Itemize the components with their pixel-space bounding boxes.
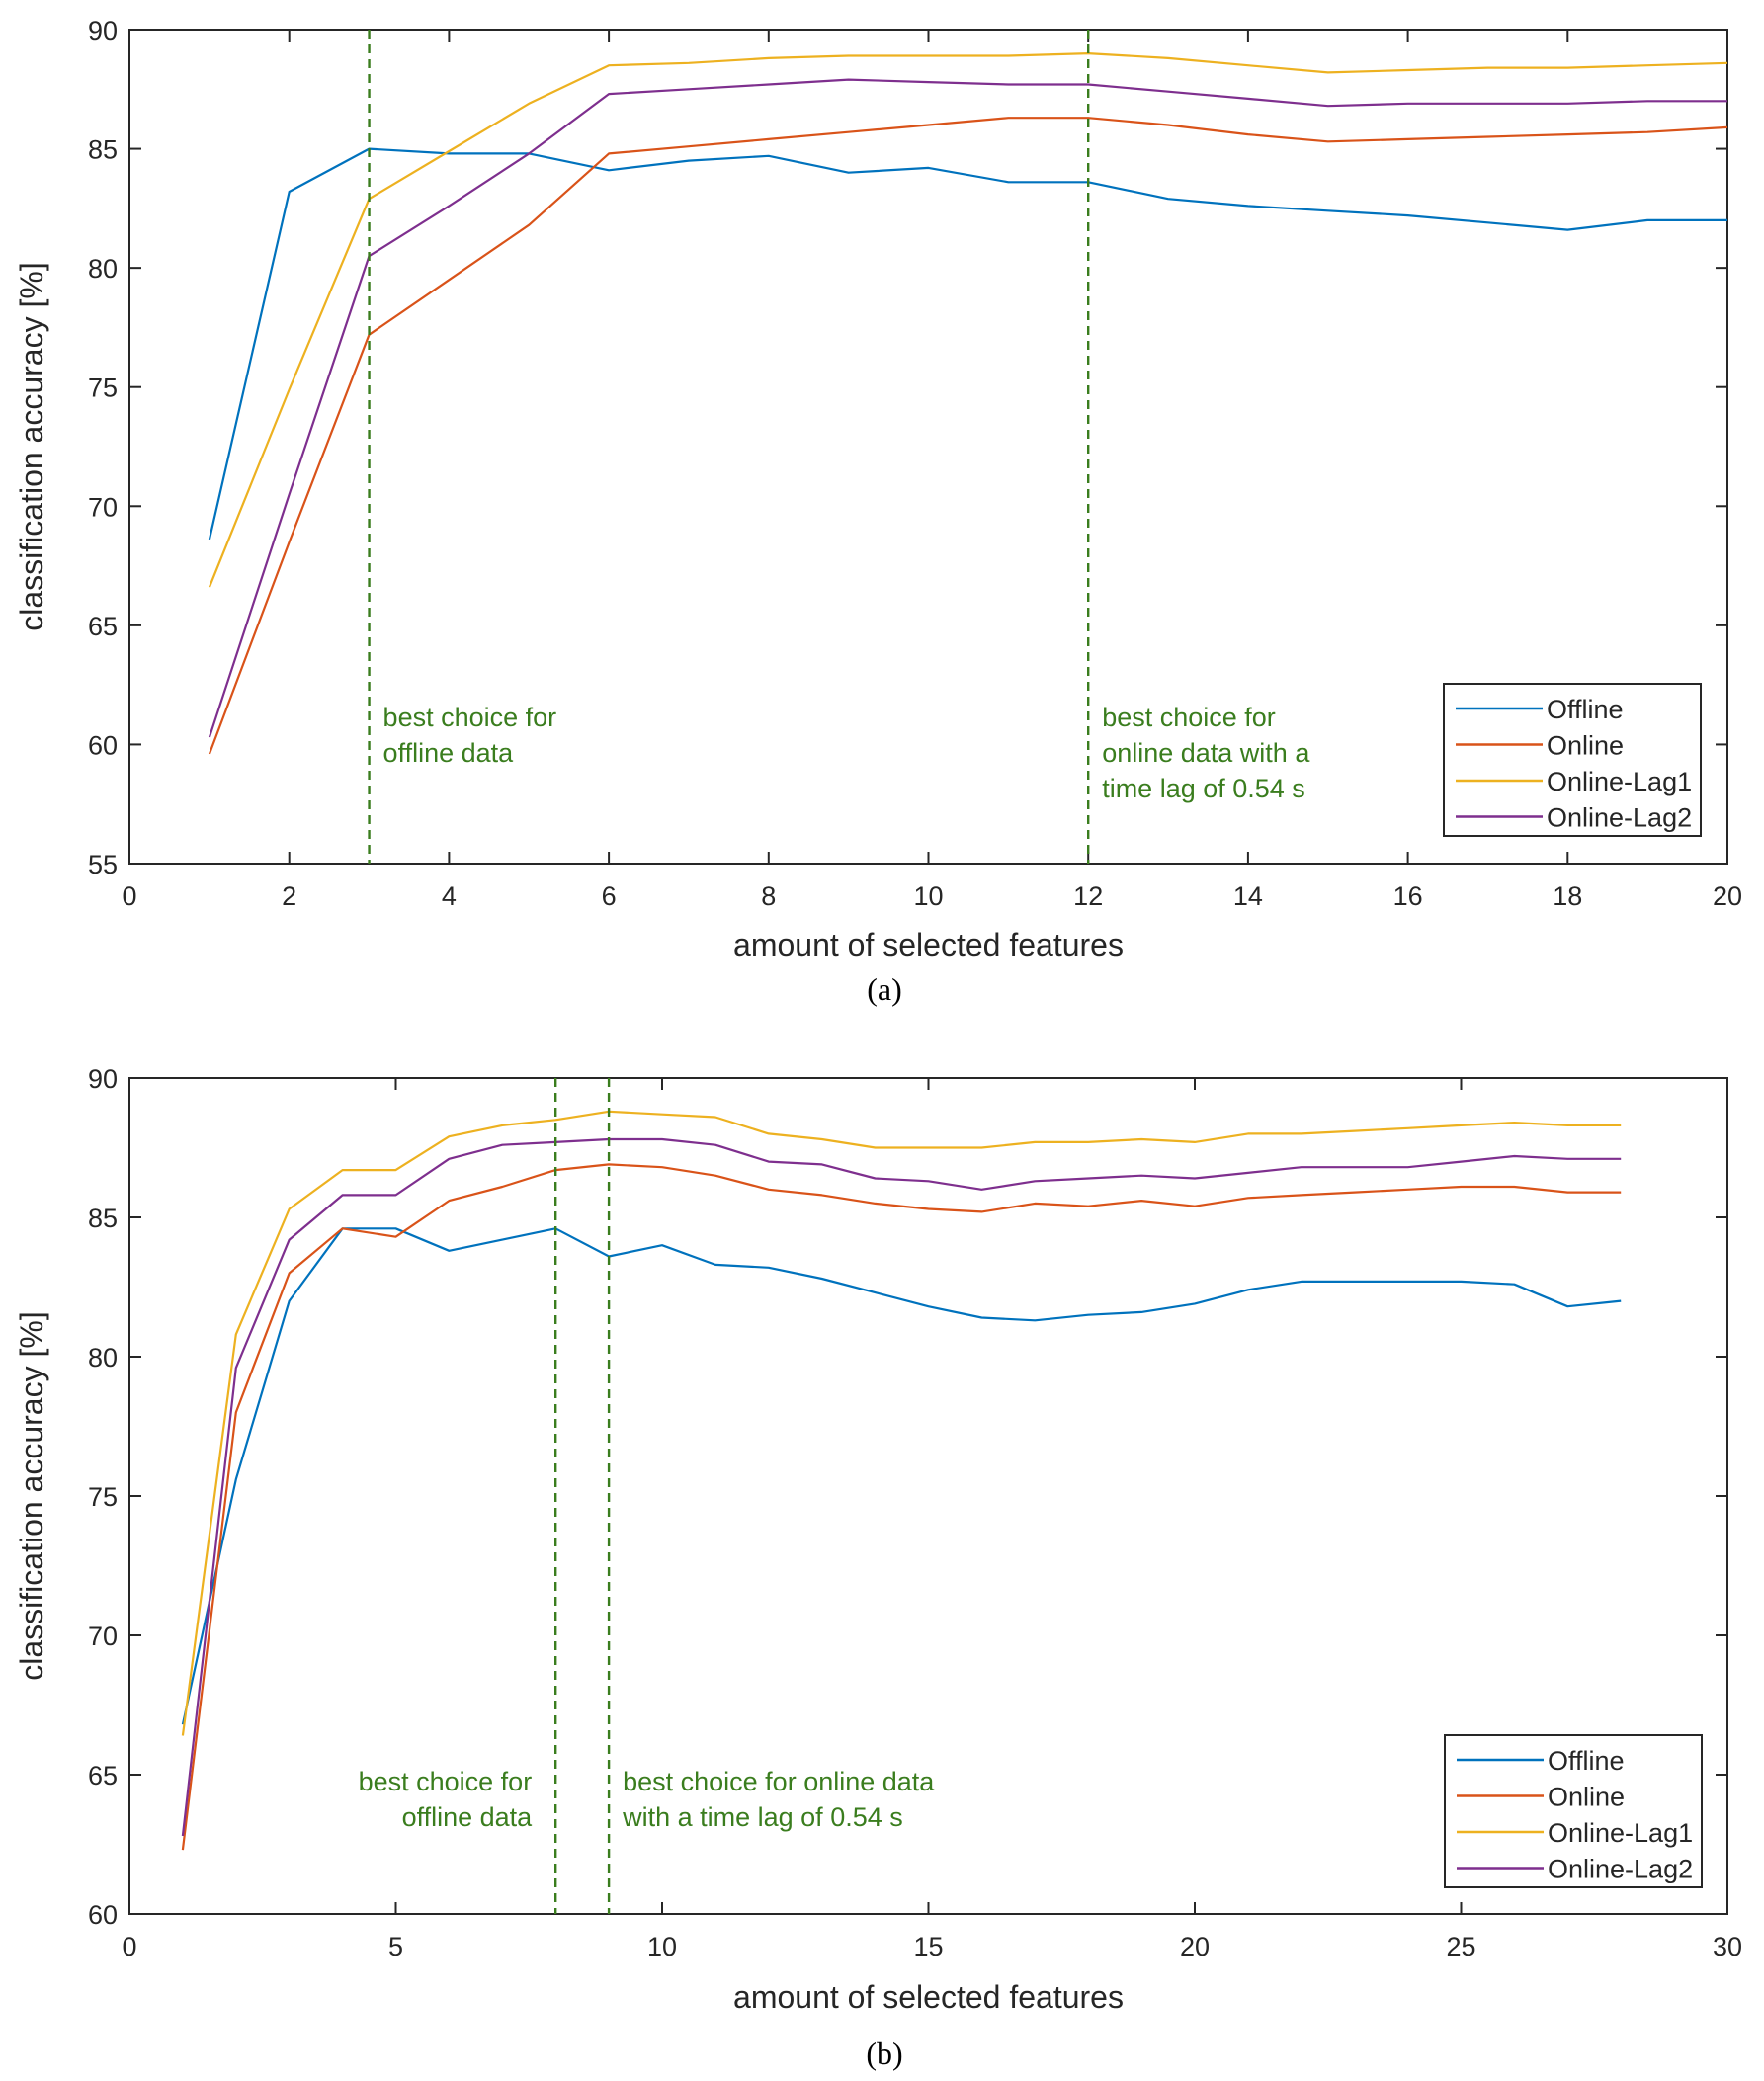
- x-tick-label: 5: [388, 1932, 403, 1961]
- x-tick-label: 25: [1446, 1932, 1475, 1961]
- y-tick-label: 80: [88, 254, 118, 284]
- legend-entry-label: Online-Lag1: [1548, 1818, 1693, 1848]
- y-tick-label: 65: [88, 612, 118, 641]
- panel-caption: (a): [867, 971, 902, 1007]
- x-tick-label: 10: [913, 881, 943, 911]
- x-tick-label: 15: [913, 1932, 943, 1961]
- series-line-online-lag2: [181, 1137, 1622, 1837]
- x-tick-label: 8: [761, 881, 776, 911]
- x-tick-label: 30: [1713, 1932, 1742, 1961]
- y-tick-label: 80: [88, 1343, 118, 1373]
- series-line-online-lag2: [208, 78, 1727, 738]
- y-tick-label: 90: [88, 16, 118, 45]
- x-tick-label: 12: [1073, 881, 1103, 911]
- x-tick-label: 0: [122, 1932, 136, 1961]
- best-choice-annotation: best choice for online data: [623, 1767, 935, 1796]
- y-axis-title: classification accuracy [%]: [14, 262, 49, 630]
- series-line-offline: [208, 147, 1727, 541]
- y-tick-label: 85: [88, 1204, 118, 1233]
- legend: Offline Online Online-Lag1 Online-Lag2: [1443, 683, 1702, 837]
- x-tick-label: 14: [1233, 881, 1263, 911]
- panel-caption: (b): [866, 2036, 902, 2071]
- legend-entry-label: Online: [1547, 731, 1624, 761]
- y-tick-label: 75: [88, 374, 118, 403]
- series-line-online: [208, 117, 1728, 755]
- x-tick-label: 16: [1393, 881, 1423, 911]
- x-tick-label: 18: [1553, 881, 1582, 911]
- x-tick-label: 20: [1180, 1932, 1210, 1961]
- best-choice-annotation: offline data: [402, 1802, 534, 1832]
- x-tick-label: 10: [647, 1932, 677, 1961]
- y-tick-label: 85: [88, 135, 118, 165]
- best-choice-annotation: time lag of 0.54 s: [1102, 774, 1305, 803]
- chart-panel-b: 0 5 10 15 20 25 30 60 65 70 75 80 85 90 amount of sele…: [14, 1064, 1742, 2071]
- legend: Offline Online Online-Lag1 Online-Lag2: [1444, 1734, 1703, 1888]
- y-tick-label: 60: [88, 1900, 118, 1930]
- series-line-online: [181, 1163, 1622, 1851]
- legend-entry-label: Online: [1548, 1783, 1625, 1812]
- best-choice-annotation: offline data: [383, 738, 515, 768]
- series-line-online-lag1: [208, 51, 1728, 588]
- chart-panel-a: 0 2 4 6 8 10 12 14 16 18 20 55 60 65 70 75 80 85 90 amount …: [14, 16, 1742, 1007]
- y-axis-title: classification accuracy [%]: [14, 1311, 49, 1680]
- legend-entry-label: Online-Lag1: [1547, 767, 1692, 796]
- legend-entry-label: Online-Lag2: [1547, 803, 1692, 833]
- best-choice-annotation: best choice for: [359, 1767, 533, 1796]
- x-axis-title: amount of selected features: [733, 927, 1124, 962]
- best-choice-annotation: with a time lag of 0.54 s: [622, 1802, 903, 1832]
- best-choice-annotation: online data with a: [1102, 738, 1310, 768]
- best-choice-annotation: best choice for: [1102, 703, 1276, 732]
- series-line-online-lag1: [181, 1110, 1622, 1736]
- y-tick-label: 70: [88, 492, 118, 522]
- y-tick-label: 60: [88, 730, 118, 760]
- x-axis-title: amount of selected features: [733, 1979, 1124, 2015]
- y-tick-label: 75: [88, 1482, 118, 1512]
- best-choice-annotation: best choice for: [383, 703, 557, 732]
- x-tick-label: 0: [122, 881, 136, 911]
- x-tick-label: 2: [282, 881, 296, 911]
- x-tick-label: 6: [602, 881, 617, 911]
- y-tick-label: 55: [88, 850, 118, 879]
- series-line-offline: [181, 1227, 1622, 1725]
- x-tick-label: 20: [1713, 881, 1742, 911]
- legend-entry-label: Offline: [1548, 1746, 1625, 1776]
- legend-entry-label: Offline: [1547, 695, 1624, 724]
- y-tick-label: 90: [88, 1064, 118, 1094]
- legend-entry-label: Online-Lag2: [1548, 1855, 1693, 1884]
- x-tick-label: 4: [442, 881, 457, 911]
- y-tick-label: 65: [88, 1761, 118, 1790]
- y-tick-label: 70: [88, 1622, 118, 1651]
